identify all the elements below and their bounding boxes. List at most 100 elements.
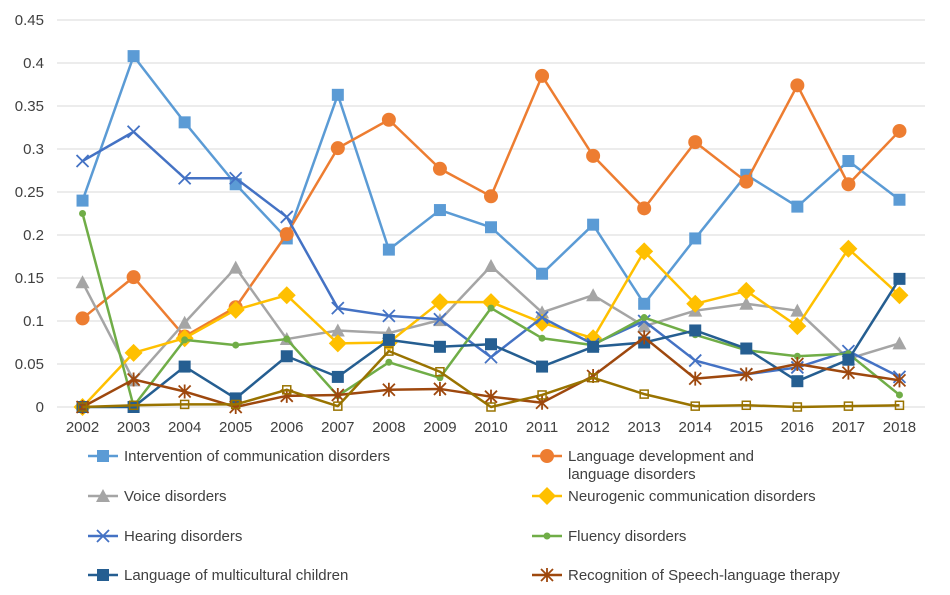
data-point bbox=[127, 50, 140, 63]
data-point bbox=[283, 335, 291, 343]
data-point bbox=[536, 360, 549, 373]
data-point bbox=[637, 201, 652, 216]
legend-label: Fluency disorders bbox=[568, 528, 686, 545]
data-point bbox=[893, 193, 906, 206]
data-point bbox=[97, 569, 109, 581]
data-point bbox=[433, 204, 446, 217]
y-tick-label: 0.35 bbox=[15, 98, 44, 115]
legend-label: Hearing disorders bbox=[124, 528, 242, 545]
data-point bbox=[75, 311, 90, 326]
data-point bbox=[128, 400, 139, 411]
data-point bbox=[540, 568, 554, 582]
data-point bbox=[486, 402, 496, 412]
x-tick-label: 2007 bbox=[321, 419, 354, 436]
legend-item: Fluency disorders bbox=[532, 528, 686, 545]
x-tick-label: 2015 bbox=[730, 419, 763, 436]
data-point bbox=[688, 353, 702, 368]
x-tick-label: 2004 bbox=[168, 419, 201, 436]
legend-item: Voice disorders bbox=[88, 488, 227, 505]
data-point bbox=[384, 346, 394, 356]
data-point bbox=[538, 334, 546, 342]
data-point bbox=[741, 400, 752, 411]
legend-label: Recognition of Speech-language therapy bbox=[568, 567, 840, 584]
data-point bbox=[178, 171, 192, 185]
x-tick-label: 2013 bbox=[627, 419, 660, 436]
x-axis-ticks: 2002 2003 2004 2005 2006 2007 2008 2009 2010 2011… bbox=[66, 419, 916, 436]
y-tick-label: 0.25 bbox=[15, 184, 44, 201]
data-point bbox=[688, 135, 703, 150]
series-fluency-disorders bbox=[79, 210, 903, 410]
data-point bbox=[739, 174, 754, 189]
data-point bbox=[229, 392, 242, 405]
data-point bbox=[739, 367, 753, 382]
data-point bbox=[433, 340, 446, 353]
data-point bbox=[482, 293, 500, 312]
data-point bbox=[226, 300, 245, 319]
data-point bbox=[97, 450, 109, 462]
data-point bbox=[75, 154, 90, 168]
data-point bbox=[179, 399, 190, 410]
legend-item: Language development and language disorde… bbox=[532, 448, 754, 483]
data-point bbox=[839, 239, 858, 258]
legend: Intervention of communication disorders L… bbox=[88, 448, 840, 584]
data-point bbox=[790, 303, 805, 317]
data-point bbox=[381, 112, 396, 127]
data-point bbox=[484, 350, 498, 364]
data-point bbox=[588, 373, 598, 383]
data-point bbox=[689, 232, 702, 245]
x-tick-label: 2014 bbox=[679, 419, 712, 436]
series-intervention-of-communication-disorders bbox=[76, 50, 906, 310]
legend-item: Intervention of communication disorders bbox=[88, 448, 390, 465]
data-point bbox=[382, 243, 395, 256]
data-point bbox=[230, 399, 241, 410]
data-point bbox=[433, 312, 447, 326]
data-point bbox=[640, 314, 648, 322]
data-point bbox=[328, 334, 347, 353]
data-point bbox=[382, 309, 396, 323]
data-point bbox=[76, 194, 89, 207]
data-point bbox=[178, 384, 192, 399]
data-point bbox=[890, 286, 909, 305]
data-point bbox=[433, 381, 447, 396]
data-point bbox=[484, 189, 498, 204]
data-point bbox=[737, 281, 756, 300]
x-tick-label: 2012 bbox=[576, 419, 609, 436]
data-point bbox=[229, 171, 243, 185]
y-tick-label: 0.05 bbox=[15, 356, 44, 373]
data-point bbox=[740, 342, 753, 355]
x-tick-label: 2005 bbox=[219, 419, 252, 436]
y-tick-label: 0.3 bbox=[23, 141, 44, 158]
data-point bbox=[788, 317, 807, 336]
y-axis-ticks: 0 0.05 0.1 0.15 0.2 0.25 0.3 0.35 0.4 0.45 bbox=[15, 12, 44, 416]
data-point bbox=[331, 370, 344, 383]
series-line bbox=[81, 264, 900, 382]
series-language-development-and bbox=[75, 68, 907, 344]
data-point bbox=[126, 125, 141, 139]
legend-item: Hearing disorders bbox=[88, 528, 242, 545]
y-tick-label: 0 bbox=[36, 399, 44, 416]
data-point bbox=[538, 487, 556, 505]
series-language-of-multicultural-children bbox=[76, 272, 906, 413]
data-point bbox=[75, 275, 90, 289]
data-point bbox=[331, 301, 345, 315]
data-point bbox=[892, 123, 907, 138]
data-point bbox=[536, 267, 549, 280]
data-point bbox=[637, 319, 652, 333]
data-point bbox=[435, 366, 445, 377]
series-line bbox=[82, 349, 900, 409]
data-point bbox=[638, 297, 651, 310]
x-tick-label: 2016 bbox=[781, 419, 814, 436]
data-point bbox=[893, 272, 906, 285]
data-point bbox=[382, 382, 396, 397]
data-point bbox=[232, 341, 240, 349]
legend-item: Recognition of Speech-language therapy bbox=[532, 567, 840, 584]
legend-item: Language of multicultural children bbox=[88, 567, 348, 584]
data-point bbox=[96, 489, 110, 502]
data-point bbox=[126, 372, 141, 387]
data-point bbox=[792, 402, 803, 412]
data-point bbox=[894, 400, 905, 411]
y-tick-label: 0.1 bbox=[23, 313, 44, 330]
y-tick-label: 0.15 bbox=[15, 270, 44, 287]
data-point bbox=[843, 401, 854, 411]
data-point bbox=[485, 338, 497, 351]
